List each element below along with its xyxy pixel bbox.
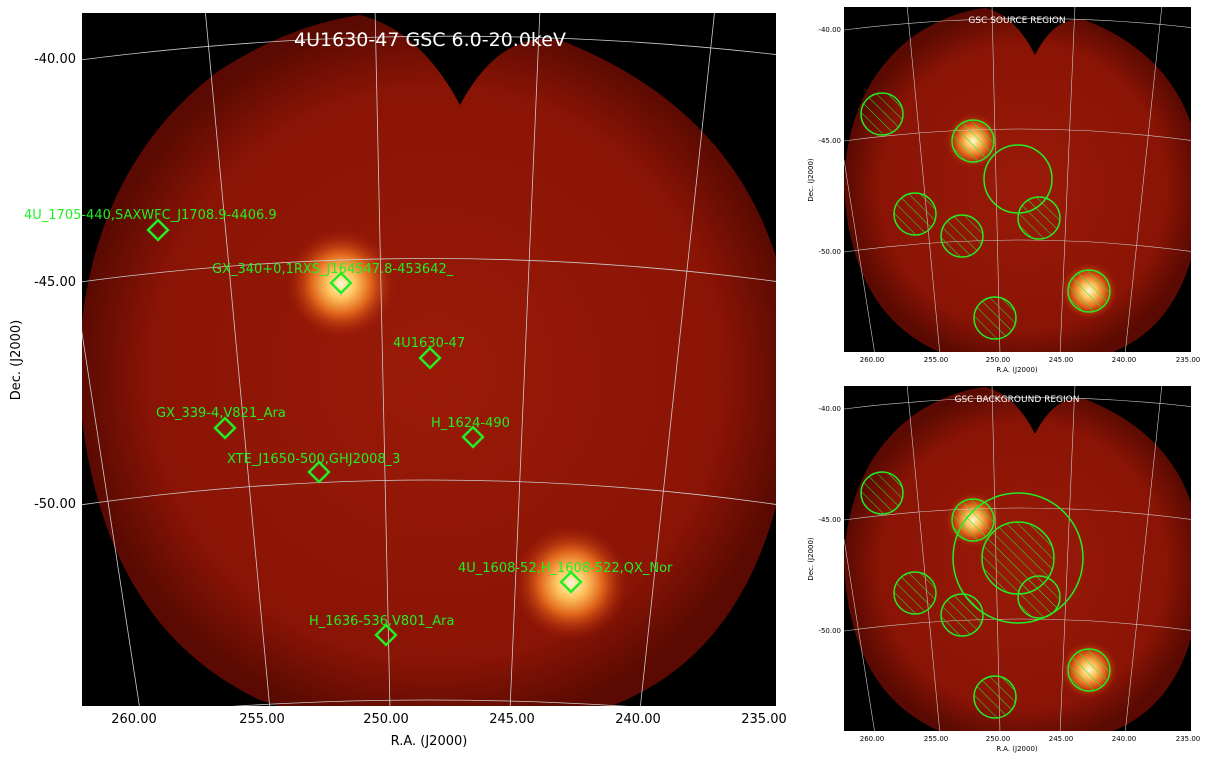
source-labels: 4U_1705-440,SAXWFC_J1708.9-4406.9 GX_340… [24,208,673,629]
background-annulus [952,492,1084,624]
y-ticks: -40.00 -45.00 -50.00 [818,26,841,256]
target-region-circle [983,144,1053,214]
region-circle [893,192,937,236]
main-title: 4U1630-47 GSC 6.0-20.0keV [294,29,566,51]
field-of-view [82,15,776,706]
y-axis-label: Dec. (J2000) [9,320,24,400]
region-circle [940,593,984,637]
y-ticks: -40.00 -45.00 -50.00 [34,52,76,512]
region-circle [893,571,937,615]
source-region-panel: GSC SOURCE REGION -40.00 -45.00 -50.00 2… [805,0,1205,378]
main-panel: 4U1630-47 GSC 6.0-20.0keV 4U_1705-440,SA… [9,13,787,749]
x-tick-label: 235.00 [1176,356,1201,364]
x-tick-label: 245.00 [489,712,535,727]
x-tick-label: 250.00 [986,356,1011,364]
source-markers [146,218,583,647]
x-axis-label: R.A. (J2000) [391,734,468,749]
source-regions [860,92,1111,340]
source-label: XTE_J1650-500,GHJ2008_3 [227,452,400,467]
x-ticks: 260.00 255.00 250.00 245.00 240.00 235.0… [860,735,1201,743]
source-label: GX_340+0,1RXS_J164547.8-453642_ [212,262,454,277]
region-circle [951,119,995,163]
region-circle [940,214,984,258]
x-ticks: 260.00 255.00 250.00 245.00 240.00 235.0… [111,712,787,727]
source-blob-4u1608 [513,525,629,641]
y-ticks: -40.00 -45.00 -50.00 [818,405,841,635]
y-tick-label: -45.00 [818,137,841,145]
source-label: 4U_1608-52,H_1608-522,QX_Nor [458,561,673,576]
region-circle [1067,269,1111,313]
x-tick-label: 255.00 [924,735,949,743]
x-tick-label: 250.00 [986,735,1011,743]
x-ticks: 260.00 255.00 250.00 245.00 240.00 235.0… [860,356,1201,364]
source-marker-h1624 [461,425,485,449]
background-region-panel: GSC BACKGROUND REGION -40.00 -45.00 -50.… [805,379,1205,758]
x-tick-label: 240.00 [615,712,661,727]
y-axis-label: Dec. (J2000) [807,537,815,581]
x-tick-label: 250.00 [363,712,409,727]
region-circle [973,296,1017,340]
source-marker-gx340 [329,271,353,295]
coordinate-grid [844,7,1191,352]
source-marker-gx339 [213,416,237,440]
x-tick-label: 255.00 [239,712,285,727]
source-label: GX_339-4,V821_Ara [156,406,286,421]
source-marker-xte1650 [307,460,331,484]
x-tick-label: 245.00 [1049,356,1074,364]
x-tick-label: 260.00 [111,712,157,727]
inset-title: GSC SOURCE REGION [968,16,1065,26]
y-tick-label: -50.00 [818,248,841,256]
source-marker-4u1608 [559,570,583,594]
source-marker-h1636 [374,623,398,647]
region-circle [1017,575,1061,619]
x-tick-label: 260.00 [860,735,885,743]
region-circle [1017,196,1061,240]
y-tick-label: -50.00 [34,497,76,512]
x-tick-label: 245.00 [1049,735,1074,743]
x-axis-label: R.A. (J2000) [996,745,1038,753]
y-tick-label: -45.00 [34,275,76,290]
main-svg: 4U1630-47 GSC 6.0-20.0keV 4U_1705-440,SA… [9,13,787,749]
y-tick-label: -45.00 [818,516,841,524]
coordinate-grid [82,13,776,706]
y-tick-label: -40.00 [818,26,841,34]
field-of-view [844,8,1191,352]
region-circle [1067,648,1111,692]
region-circle [860,471,904,515]
y-tick-label: -50.00 [818,627,841,635]
source-marker-4u1705 [146,218,170,242]
region-circle [951,498,995,542]
y-tick-label: -40.00 [818,405,841,413]
x-axis-label: R.A. (J2000) [996,366,1038,374]
source-label: 4U_1705-440,SAXWFC_J1708.9-4406.9 [24,208,277,223]
x-tick-label: 260.00 [860,356,885,364]
x-tick-label: 235.00 [1176,735,1201,743]
x-tick-label: 255.00 [924,356,949,364]
inset-title: GSC BACKGROUND REGION [955,395,1080,405]
region-circle [973,675,1017,719]
source-label: H_1636-536,V801_Ara [309,614,454,629]
source-label: 4U1630-47 [393,336,465,351]
background-regions [860,471,1111,719]
source-label: H_1624-490 [431,416,510,431]
x-tick-label: 240.00 [1112,356,1137,364]
x-tick-label: 240.00 [1112,735,1137,743]
background-region-svg: GSC BACKGROUND REGION -40.00 -45.00 -50.… [807,386,1201,753]
source-region-svg: GSC SOURCE REGION -40.00 -45.00 -50.00 2… [807,7,1201,374]
region-circle [860,92,904,136]
y-tick-label: -40.00 [34,52,76,67]
y-axis-label: Dec. (J2000) [807,158,815,202]
source-marker-4u1630 [418,346,442,370]
x-tick-label: 235.00 [741,712,787,727]
source-blob-gx340 [286,229,396,339]
